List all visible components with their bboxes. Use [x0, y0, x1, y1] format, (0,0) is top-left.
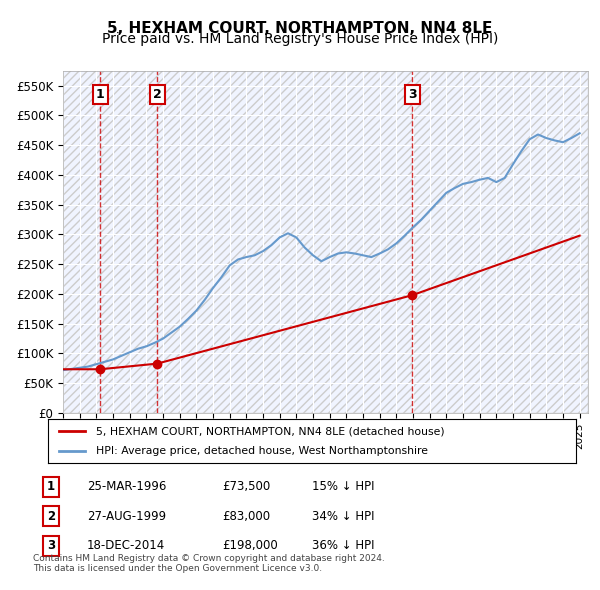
- Text: 2: 2: [153, 88, 162, 101]
- Text: 27-AUG-1999: 27-AUG-1999: [87, 510, 166, 523]
- Text: 1: 1: [96, 88, 104, 101]
- Text: 34% ↓ HPI: 34% ↓ HPI: [312, 510, 374, 523]
- Text: 5, HEXHAM COURT, NORTHAMPTON, NN4 8LE (detached house): 5, HEXHAM COURT, NORTHAMPTON, NN4 8LE (d…: [95, 427, 444, 436]
- Text: HPI: Average price, detached house, West Northamptonshire: HPI: Average price, detached house, West…: [95, 446, 428, 455]
- Text: Price paid vs. HM Land Registry's House Price Index (HPI): Price paid vs. HM Land Registry's House …: [102, 32, 498, 47]
- Text: 3: 3: [408, 88, 416, 101]
- Text: £73,500: £73,500: [222, 480, 270, 493]
- Text: 5, HEXHAM COURT, NORTHAMPTON, NN4 8LE: 5, HEXHAM COURT, NORTHAMPTON, NN4 8LE: [107, 21, 493, 35]
- Text: £83,000: £83,000: [222, 510, 270, 523]
- Text: 3: 3: [47, 539, 55, 552]
- Text: 18-DEC-2014: 18-DEC-2014: [87, 539, 165, 552]
- Text: Contains HM Land Registry data © Crown copyright and database right 2024.
This d: Contains HM Land Registry data © Crown c…: [33, 554, 385, 573]
- Text: 15% ↓ HPI: 15% ↓ HPI: [312, 480, 374, 493]
- Text: 2: 2: [47, 510, 55, 523]
- Text: 1: 1: [47, 480, 55, 493]
- Text: 25-MAR-1996: 25-MAR-1996: [87, 480, 166, 493]
- Text: 36% ↓ HPI: 36% ↓ HPI: [312, 539, 374, 552]
- Text: £198,000: £198,000: [222, 539, 278, 552]
